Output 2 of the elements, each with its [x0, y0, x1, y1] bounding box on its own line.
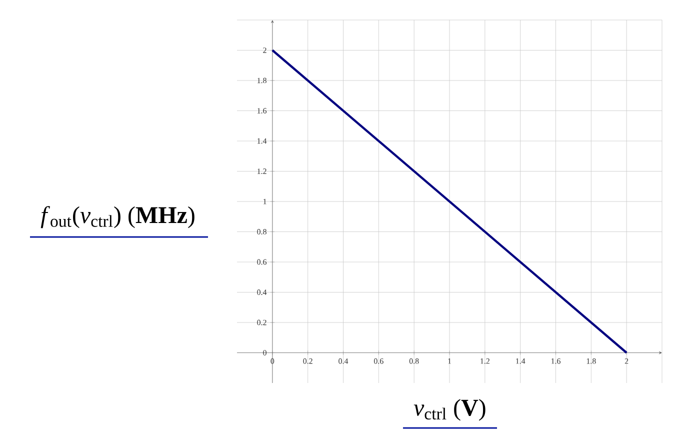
- y-axis-title: f$_{out}$(v$_{ctrl}$) (MHz): [40, 206, 194, 228]
- x-axis-title: v$_{ctrl}$ (V): [414, 398, 486, 421]
